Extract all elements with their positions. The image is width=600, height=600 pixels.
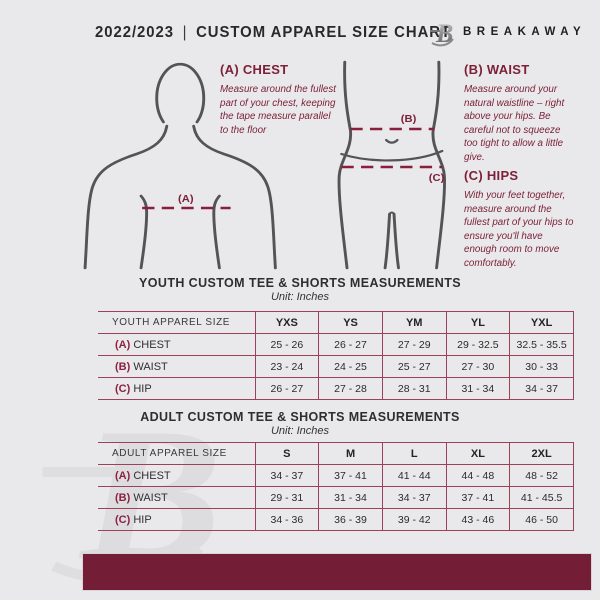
table-row: (C) HIP 34 - 36 36 - 39 39 - 42 43 - 46 … [98,508,574,531]
chart-title: CUSTOM APPAREL SIZE CHART [196,24,452,41]
size-header: YL [446,311,511,334]
measurement-cell: 27 - 29 [382,333,447,356]
chest-body-text: Measure around the fullest part of your … [220,84,336,136]
measurement-cell: 31 - 34 [446,377,511,400]
table-row: (A) CHEST 34 - 37 37 - 41 41 - 44 44 - 4… [98,464,574,487]
adult-header-row: ADULT APPAREL SIZE S M L XL 2XL [98,442,574,465]
title-divider: | [182,24,188,41]
size-header: XL [446,442,511,465]
chest-heading: (A) CHEST [220,62,289,77]
hips-instructions: (C) HIPS With your feet together, measur… [464,168,576,270]
measurement-cell: 34 - 37 [382,486,447,509]
measurement-cell: 24 - 25 [318,355,383,378]
measurement-cell: 34 - 37 [255,464,320,487]
youth-size-table: YOUTH APPAREL SIZE YXS YS YM YL YXL (A) … [98,311,574,400]
footer-bar [82,553,592,591]
size-header: 2XL [509,442,574,465]
measurement-cell: 23 - 24 [255,355,320,378]
row-label: (B) WAIST [98,355,256,378]
breakaway-logo-icon: B [430,19,454,48]
measurement-cell: 29 - 32.5 [446,333,511,356]
measurement-cell: 26 - 27 [318,333,383,356]
measurement-cell: 37 - 41 [318,464,383,487]
page-title: 2022/2023 | CUSTOM APPAREL SIZE CHART [95,24,451,42]
table-row: (C) HIP 26 - 27 27 - 28 28 - 31 31 - 34 … [98,377,574,400]
size-header: M [318,442,383,465]
row-label: (A) CHEST [98,333,256,356]
row-label: (B) WAIST [98,486,256,509]
size-header: YXL [509,311,574,334]
measurement-cell: 48 - 52 [509,464,574,487]
table-row: (B) WAIST 29 - 31 31 - 34 34 - 37 37 - 4… [98,486,574,509]
adult-size-column-header: ADULT APPAREL SIZE [98,442,256,465]
measurement-cell: 39 - 42 [382,508,447,531]
table-row: (B) WAIST 23 - 24 24 - 25 25 - 27 27 - 3… [98,355,574,378]
svg-text:B: B [435,19,453,48]
size-header: YS [318,311,383,334]
adult-size-table: ADULT APPAREL SIZE S M L XL 2XL (A) CHES… [98,442,574,531]
measurement-cell: 46 - 50 [509,508,574,531]
measurement-cell: 34 - 36 [255,508,320,531]
measurement-cell: 30 - 33 [509,355,574,378]
waist-body-text: Measure around your natural waistline – … [464,84,565,163]
edition-year: 2022/2023 [95,24,174,41]
size-header: YM [382,311,447,334]
measurement-cell: 25 - 27 [382,355,447,378]
size-header: YXS [255,311,320,334]
measurement-cell: 25 - 26 [255,333,320,356]
row-label: (C) HIP [98,377,256,400]
table-row: (A) CHEST 25 - 26 26 - 27 27 - 29 29 - 3… [98,333,574,356]
youth-size-column-header: YOUTH APPAREL SIZE [98,311,256,334]
measurement-cell: 27 - 30 [446,355,511,378]
hips-marker-label: (C) [429,173,445,184]
measurement-cell: 37 - 41 [446,486,511,509]
row-label: (C) HIP [98,508,256,531]
measurement-cell: 28 - 31 [382,377,447,400]
size-header: L [382,442,447,465]
measurement-cell: 41 - 44 [382,464,447,487]
waist-instructions: (B) WAIST Measure around your natural wa… [464,62,572,164]
brand-name: BREAKAWAY [463,26,587,38]
measurement-cell: 36 - 39 [318,508,383,531]
lower-body-figure [337,60,447,270]
chest-instructions: (A) CHEST Measure around the fullest par… [220,62,338,137]
hips-heading: (C) HIPS [464,168,519,183]
youth-unit-label: Unit: Inches [270,291,330,303]
youth-header-row: YOUTH APPAREL SIZE YXS YS YM YL YXL [98,311,574,334]
measurement-cell: 29 - 31 [255,486,320,509]
measurement-cell: 27 - 28 [318,377,383,400]
measurement-lines [142,127,443,210]
measurement-cell: 26 - 27 [255,377,320,400]
size-header: S [255,442,320,465]
measurement-cell: 44 - 48 [446,464,511,487]
measurement-cell: 32.5 - 35.5 [509,333,574,356]
adult-unit-label: Unit: Inches [270,425,330,437]
row-label: (A) CHEST [98,464,256,487]
measurement-cell: 43 - 46 [446,508,511,531]
measurement-cell: 31 - 34 [318,486,383,509]
measurement-cell: 34 - 37 [509,377,574,400]
hips-body-text: With your feet together, measure around … [464,190,574,269]
youth-section-title: YOUTH CUSTOM TEE & SHORTS MEASUREMENTS [139,276,461,290]
adult-section-title: ADULT CUSTOM TEE & SHORTS MEASUREMENTS [140,410,460,424]
waist-marker-label: (B) [401,114,417,125]
waist-heading: (B) WAIST [464,62,530,77]
chest-marker-label: (A) [178,194,194,205]
measurement-cell: 41 - 45.5 [509,486,574,509]
